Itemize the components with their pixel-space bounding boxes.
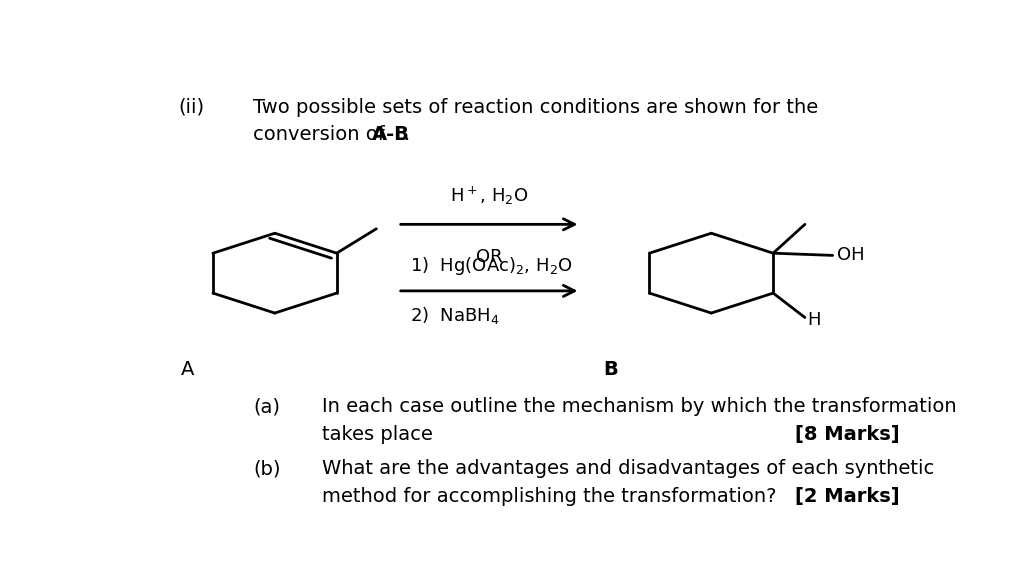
Text: (b): (b) (253, 460, 281, 479)
Text: Two possible sets of reaction conditions are shown for the: Two possible sets of reaction conditions… (253, 98, 818, 117)
Text: method for accomplishing the transformation?: method for accomplishing the transformat… (323, 487, 777, 506)
Text: 2)  NaBH$_4$: 2) NaBH$_4$ (410, 305, 500, 326)
Text: A-B: A-B (372, 124, 410, 143)
Text: [2 Marks]: [2 Marks] (795, 487, 899, 506)
Text: What are the advantages and disadvantages of each synthetic: What are the advantages and disadvantage… (323, 460, 935, 479)
Text: OH: OH (837, 247, 864, 264)
Text: [8 Marks]: [8 Marks] (795, 425, 899, 444)
Text: conversion of: conversion of (253, 124, 391, 143)
Text: OR: OR (476, 248, 503, 266)
Text: H$^+$, H$_2$O: H$^+$, H$_2$O (450, 184, 528, 207)
Text: B: B (603, 359, 617, 378)
Text: 1)  Hg(OAc)$_2$, H$_2$O: 1) Hg(OAc)$_2$, H$_2$O (410, 256, 572, 278)
Text: A: A (181, 359, 195, 378)
Text: H: H (807, 310, 821, 329)
Text: In each case outline the mechanism by which the transformation: In each case outline the mechanism by wh… (323, 397, 957, 416)
Text: (a): (a) (253, 397, 281, 416)
Text: (ii): (ii) (178, 98, 204, 117)
Text: .: . (403, 124, 410, 143)
Text: takes place: takes place (323, 425, 433, 444)
